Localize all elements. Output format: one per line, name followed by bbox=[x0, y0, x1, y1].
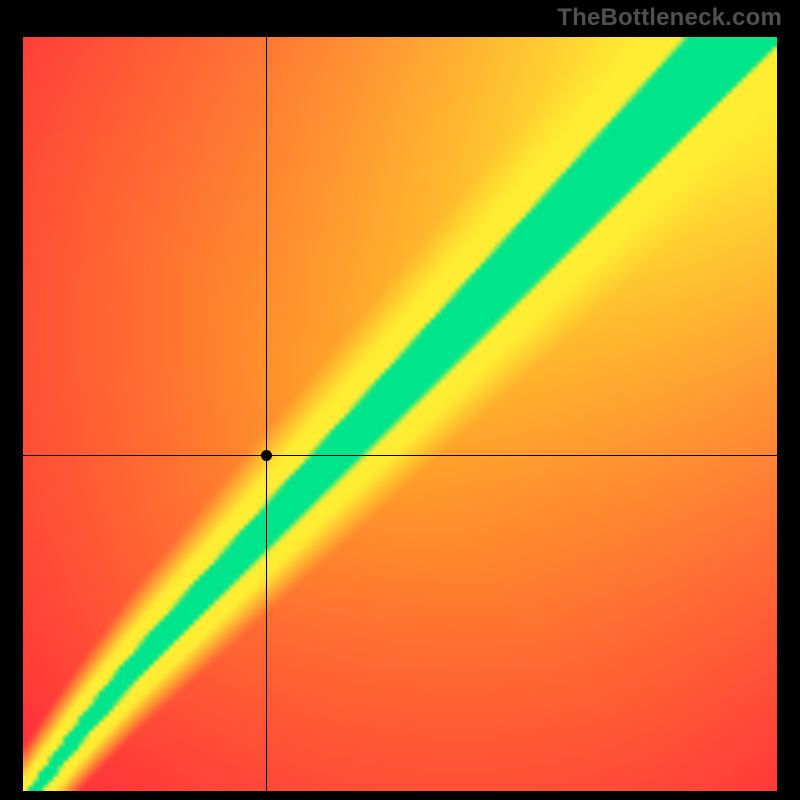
heatmap-plot-area bbox=[23, 37, 777, 791]
attribution-text: TheBottleneck.com bbox=[557, 4, 782, 31]
crosshair-marker-dot bbox=[261, 450, 272, 461]
attribution-label: TheBottleneck.com bbox=[557, 4, 782, 32]
chart-outer-frame: TheBottleneck.com bbox=[0, 0, 800, 800]
crosshair-vertical-line bbox=[266, 37, 267, 791]
heatmap-canvas bbox=[23, 37, 777, 791]
crosshair-horizontal-line bbox=[23, 455, 777, 456]
